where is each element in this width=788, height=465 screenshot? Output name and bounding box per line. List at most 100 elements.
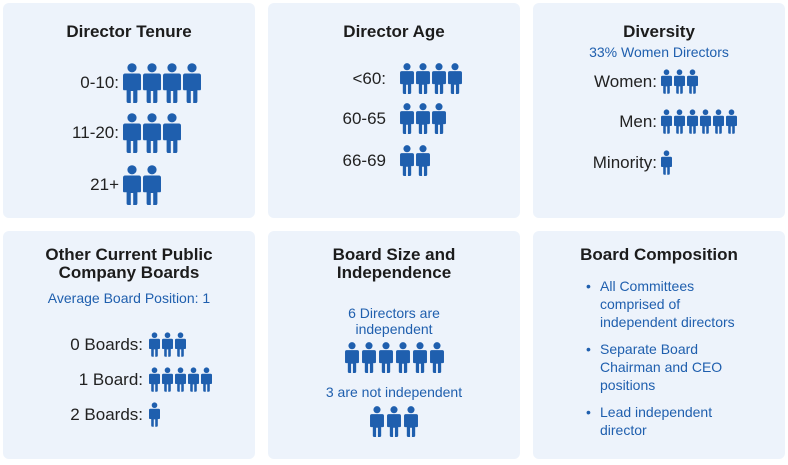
bullet-line: All Committees <box>600 278 695 294</box>
person-icon <box>163 63 181 103</box>
person-icon-group <box>400 103 448 134</box>
person-icon <box>378 342 393 373</box>
person-icon <box>400 145 414 176</box>
person-icon-group <box>661 109 739 134</box>
person-icon <box>149 402 160 427</box>
person-icon <box>344 342 359 373</box>
person-icon <box>687 69 698 94</box>
bullet-line: comprised of <box>600 296 681 312</box>
bullet-item: All Committees comprised of independent … <box>586 277 775 331</box>
person-icon-group <box>123 165 163 205</box>
person-icon <box>123 165 141 205</box>
row-label: 21+ <box>90 175 119 194</box>
person-icon <box>432 103 446 134</box>
person-icon <box>448 63 462 94</box>
card-title-line2: Independence <box>336 263 452 282</box>
age-row-under-60: <60: <box>330 63 464 94</box>
person-icon <box>726 109 737 134</box>
person-icon <box>395 342 410 373</box>
diversity-row-women: Women: <box>573 69 700 94</box>
person-icon <box>674 69 685 94</box>
person-icon <box>162 367 173 392</box>
diversity-row-men: Men: <box>573 109 739 134</box>
person-icon <box>175 332 186 357</box>
person-icon-group <box>123 113 183 153</box>
boards-row-2: 2 Boards: <box>43 402 162 427</box>
person-icon-group <box>661 150 674 175</box>
board-composition-card: Board Composition All Committees compris… <box>533 231 785 459</box>
independent-icons-row <box>268 342 520 373</box>
person-icon <box>404 406 418 437</box>
card-subtitle: Average Board Position: 1 <box>47 290 211 306</box>
person-icon <box>400 63 414 94</box>
person-icon <box>143 165 161 205</box>
card-title-line1: Other Current Public <box>45 245 213 264</box>
person-icon <box>661 150 672 175</box>
person-icon <box>163 113 181 153</box>
row-label: 66-69 <box>342 150 386 170</box>
boards-row-1: 1 Board: <box>43 367 214 392</box>
row-label: 60-65 <box>342 108 386 128</box>
person-icon <box>143 63 161 103</box>
person-icon <box>700 109 711 134</box>
card-title-line1: Board Size and <box>332 245 456 264</box>
row-label: 2 Boards: <box>70 404 143 424</box>
person-icon-group <box>370 406 421 437</box>
person-icon <box>149 367 160 392</box>
person-icon <box>687 109 698 134</box>
board-size-card: Board Size and Independence 6 Directors … <box>268 231 520 459</box>
person-icon <box>370 406 384 437</box>
person-icon <box>175 367 186 392</box>
bullet-line: Separate Board <box>600 341 699 357</box>
boards-row-0: 0 Boards: <box>43 332 188 357</box>
card-title: Board Composition <box>580 245 738 264</box>
tenure-row-0-10: 0-10: <box>51 63 203 103</box>
person-icon <box>201 367 212 392</box>
person-icon-group <box>149 367 214 392</box>
row-label: Women: <box>594 71 657 91</box>
person-icon <box>123 63 141 103</box>
diversity-card: Diversity 33% Women Directors Women: Men… <box>533 3 785 218</box>
person-icon <box>361 342 376 373</box>
person-icon-group <box>661 69 700 94</box>
card-title: Diversity <box>623 22 695 41</box>
person-icon-group <box>400 145 432 176</box>
person-icon <box>183 63 201 103</box>
person-icon <box>123 113 141 153</box>
independent-text-line1: 6 Directors are <box>348 305 440 321</box>
director-age-card: Director Age <60: 60-65 66-69 <box>268 3 520 218</box>
person-icon <box>674 109 685 134</box>
row-label: <60: <box>352 68 386 88</box>
person-icon <box>432 63 446 94</box>
row-label: 0 Boards: <box>70 334 143 354</box>
card-title: Director Age <box>343 22 445 41</box>
person-icon-group <box>123 63 203 103</box>
tenure-row-11-20: 11-20: <box>51 113 183 153</box>
bullet-item: Lead independent director <box>586 403 775 439</box>
composition-bullet-list: All Committees comprised of independent … <box>586 277 775 448</box>
bullet-line: Lead independent <box>600 404 713 420</box>
person-icon <box>188 367 199 392</box>
person-icon-group <box>400 63 464 94</box>
not-independent-text: 3 are not independent <box>325 384 463 400</box>
row-label: Minority: <box>592 152 657 172</box>
bullet-item: Separate Board Chairman and CEO position… <box>586 340 775 394</box>
diversity-row-minority: Minority: <box>573 150 674 175</box>
person-icon-group <box>344 342 447 373</box>
row-label: 0-10: <box>80 73 119 92</box>
person-icon <box>713 109 724 134</box>
person-icon <box>416 63 430 94</box>
person-icon <box>387 406 401 437</box>
tenure-row-21-plus: 21+ <box>51 165 163 205</box>
person-icon <box>661 69 672 94</box>
age-row-66-69: 66-69 <box>330 145 432 176</box>
other-boards-card: Other Current Public Company Boards Aver… <box>3 231 255 459</box>
person-icon <box>149 332 160 357</box>
row-label: Men: <box>619 111 657 131</box>
person-icon-group <box>149 402 162 427</box>
person-icon <box>416 103 430 134</box>
bullet-line: positions <box>600 377 656 393</box>
person-icon <box>661 109 672 134</box>
not-independent-icons-row <box>268 406 520 437</box>
independent-text-line2: independent <box>355 321 433 337</box>
